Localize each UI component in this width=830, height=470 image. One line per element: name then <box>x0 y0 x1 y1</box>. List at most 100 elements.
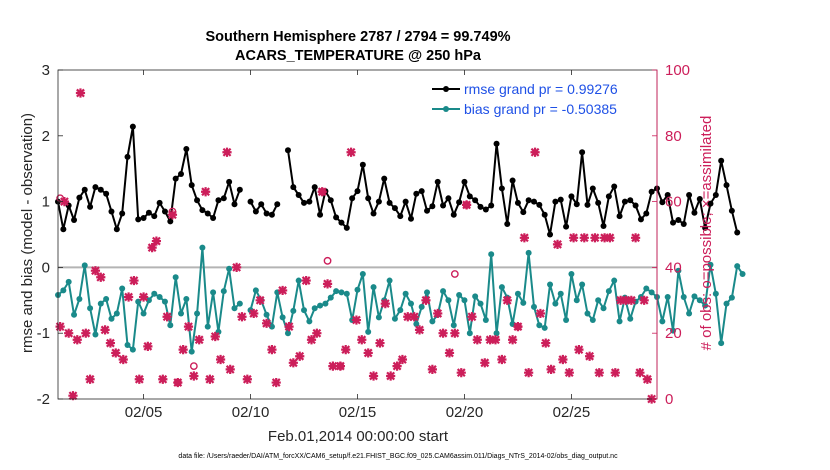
data-point <box>311 305 318 312</box>
data-point <box>445 297 452 304</box>
obs-possible-marker <box>336 362 345 370</box>
y-left-tick-label: 3 <box>42 62 50 79</box>
data-point <box>188 348 195 355</box>
data-point <box>461 297 468 304</box>
data-point <box>466 330 473 337</box>
data-point <box>589 317 596 324</box>
obs-assimilated-marker <box>433 308 443 319</box>
obs-assimilated-marker <box>189 371 199 381</box>
data-point <box>113 226 120 233</box>
y-left-tick-label: 0 <box>42 259 50 276</box>
obs-assimilated-marker <box>134 374 144 384</box>
data-point <box>429 318 436 325</box>
data-point <box>472 293 479 300</box>
data-point <box>579 149 586 156</box>
data-point <box>525 249 532 256</box>
data-point <box>627 315 634 322</box>
obs-assimilated-marker <box>90 266 101 276</box>
data-point <box>338 289 345 296</box>
data-point <box>151 290 158 297</box>
y-right-tick-label: 0 <box>665 391 673 408</box>
data-point <box>498 284 505 291</box>
data-point <box>680 220 687 227</box>
data-point <box>220 288 227 295</box>
obs-assimilated-marker <box>288 358 298 368</box>
data-point <box>648 289 655 296</box>
data-point <box>504 220 511 227</box>
data-point <box>696 297 703 304</box>
data-point <box>450 322 457 329</box>
data-point <box>536 201 543 208</box>
data-point <box>226 178 233 185</box>
data-point <box>108 315 115 322</box>
obs-assimilated-marker <box>178 345 188 355</box>
data-point <box>135 216 142 223</box>
data-point <box>97 186 104 193</box>
data-point <box>723 300 730 307</box>
obs-assimilated-marker <box>138 292 149 302</box>
data-file-footer: data file: /Users/raeder/DAI/ATM_forcXX/… <box>178 453 618 460</box>
data-point <box>167 322 174 329</box>
data-point <box>611 277 618 284</box>
data-point <box>557 196 564 203</box>
obs-assimilated-marker <box>610 368 620 378</box>
obs-assimilated-marker <box>271 377 281 388</box>
data-point <box>274 201 281 208</box>
data-point <box>370 210 377 217</box>
obs-assimilated-marker <box>261 318 272 328</box>
obs-assimilated-marker <box>295 351 305 361</box>
obs-assimilated-marker <box>403 312 413 322</box>
obs-assimilated-marker <box>129 275 139 286</box>
data-point <box>317 302 324 309</box>
data-point <box>333 288 340 295</box>
obs-assimilated-marker <box>485 335 495 345</box>
data-point <box>194 197 201 204</box>
data-point <box>359 270 366 277</box>
data-point <box>178 310 185 317</box>
data-point <box>407 300 414 307</box>
data-point <box>595 199 602 206</box>
obs-assimilated-marker <box>558 354 568 365</box>
data-point <box>199 244 206 251</box>
data-point <box>573 297 580 304</box>
data-point <box>445 195 452 202</box>
obs-assimilated-marker <box>341 345 351 355</box>
data-point <box>520 209 527 216</box>
data-point <box>167 218 174 225</box>
x-tick-label: 02/25 <box>553 404 591 421</box>
data-point <box>434 178 441 185</box>
obs-assimilated-marker <box>322 279 333 289</box>
data-point <box>161 298 168 305</box>
data-point <box>696 195 703 202</box>
data-point <box>691 209 698 216</box>
data-point <box>595 297 602 304</box>
data-point <box>670 219 677 226</box>
data-point <box>493 330 500 337</box>
obs-possible-marker <box>189 362 198 370</box>
data-point <box>268 211 275 218</box>
obs-assimilated-marker <box>210 331 220 342</box>
data-point <box>263 311 270 318</box>
obs-assimilated-marker <box>386 371 396 381</box>
data-point <box>712 192 719 199</box>
data-point <box>691 293 698 300</box>
data-point <box>456 292 463 299</box>
data-point <box>472 197 479 204</box>
data-point <box>172 175 179 182</box>
data-point <box>686 310 693 317</box>
data-point <box>338 219 345 226</box>
data-point <box>520 299 527 306</box>
obs-assimilated-marker <box>409 312 419 322</box>
data-point <box>739 270 746 277</box>
data-point <box>686 192 693 199</box>
data-point <box>413 320 420 327</box>
obs-assimilated-marker <box>392 361 402 371</box>
y-right-tick-label: 20 <box>665 325 682 342</box>
obs-assimilated-marker <box>579 233 589 243</box>
obs-assimilated-marker <box>546 364 556 374</box>
data-point <box>370 284 377 291</box>
obs-assimilated-marker <box>118 354 128 365</box>
y-axis-label-left: rmse and bias (model - observation) <box>19 113 36 353</box>
data-point <box>482 317 489 324</box>
